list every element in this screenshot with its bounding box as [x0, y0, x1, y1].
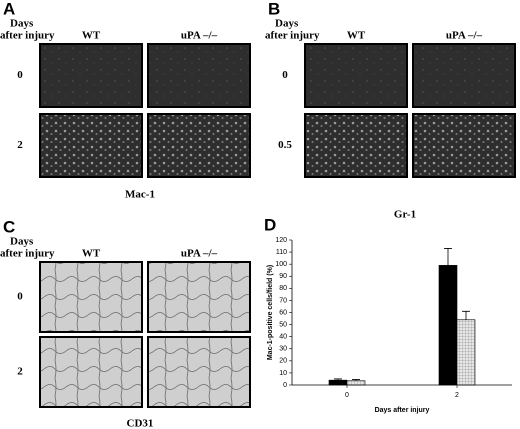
- row-label: 2: [17, 366, 23, 378]
- y-tick-label: 60: [279, 309, 287, 316]
- bar: [438, 265, 458, 386]
- y-tick-label: 80: [279, 285, 287, 292]
- column-header: uPA –/–: [446, 30, 483, 42]
- column-header: WT: [82, 30, 101, 42]
- panel-letter: C: [3, 217, 15, 236]
- panel-letter: D: [264, 215, 276, 234]
- micrograph: [304, 43, 408, 108]
- row-label: 0: [282, 69, 288, 81]
- column-header: uPA –/–: [181, 30, 218, 42]
- bar: [346, 380, 366, 386]
- micrograph: [147, 261, 251, 333]
- column-header: WT: [82, 248, 101, 260]
- y-tick-label: 0: [283, 382, 287, 389]
- row-header: after injury: [0, 30, 55, 42]
- panel-letter: B: [268, 0, 280, 18]
- y-tick-label: 120: [275, 237, 287, 244]
- row-header: Days: [10, 236, 34, 248]
- column-header: uPA –/–: [181, 248, 218, 260]
- y-tick-label: 100: [275, 261, 287, 268]
- y-tick-label: 30: [279, 346, 287, 353]
- micrograph: [147, 113, 251, 178]
- x-tick-label: 0: [345, 392, 349, 399]
- x-tick-label: 2: [455, 392, 459, 399]
- error-bar: [334, 378, 342, 381]
- micrograph: [412, 43, 516, 108]
- row-label: 0: [17, 69, 23, 81]
- y-tick-label: 70: [279, 297, 287, 304]
- y-tick-label: 50: [279, 321, 287, 328]
- row-label: 0: [17, 291, 23, 303]
- row-header: after injury: [0, 248, 55, 260]
- micrograph: [39, 113, 143, 178]
- x-axis-label: Days after injury: [375, 407, 430, 414]
- micrograph: [147, 43, 251, 108]
- panel-caption: CD31: [127, 418, 154, 429]
- bar: [328, 379, 348, 386]
- micrograph: [39, 261, 143, 333]
- y-tick-label: 20: [279, 358, 287, 365]
- row-header: Days: [275, 18, 299, 30]
- micrograph: [39, 336, 143, 408]
- column-header: WT: [347, 30, 366, 42]
- y-tick-label: 90: [279, 273, 287, 280]
- micrograph: [304, 113, 408, 178]
- micrograph: [412, 113, 516, 178]
- error-bar: [352, 379, 360, 381]
- micrograph: [147, 336, 251, 408]
- y-tick-label: 40: [279, 334, 287, 341]
- row-label: 2: [17, 139, 23, 151]
- row-header: after injury: [265, 30, 320, 42]
- error-bar: [444, 248, 452, 266]
- micrograph: [39, 43, 143, 108]
- bar: [456, 319, 476, 386]
- panel-caption: Mac-1: [125, 189, 155, 201]
- panel-caption: Gr-1: [394, 209, 416, 221]
- y-tick-label: 110: [276, 249, 287, 256]
- y-tick-label: 10: [279, 370, 287, 377]
- error-bar: [462, 310, 470, 320]
- y-axis-label: Mac-1-positive cells/field (%): [267, 265, 274, 360]
- row-label: 0.5: [278, 139, 292, 151]
- panel-letter: A: [3, 0, 15, 18]
- row-header: Days: [10, 18, 34, 30]
